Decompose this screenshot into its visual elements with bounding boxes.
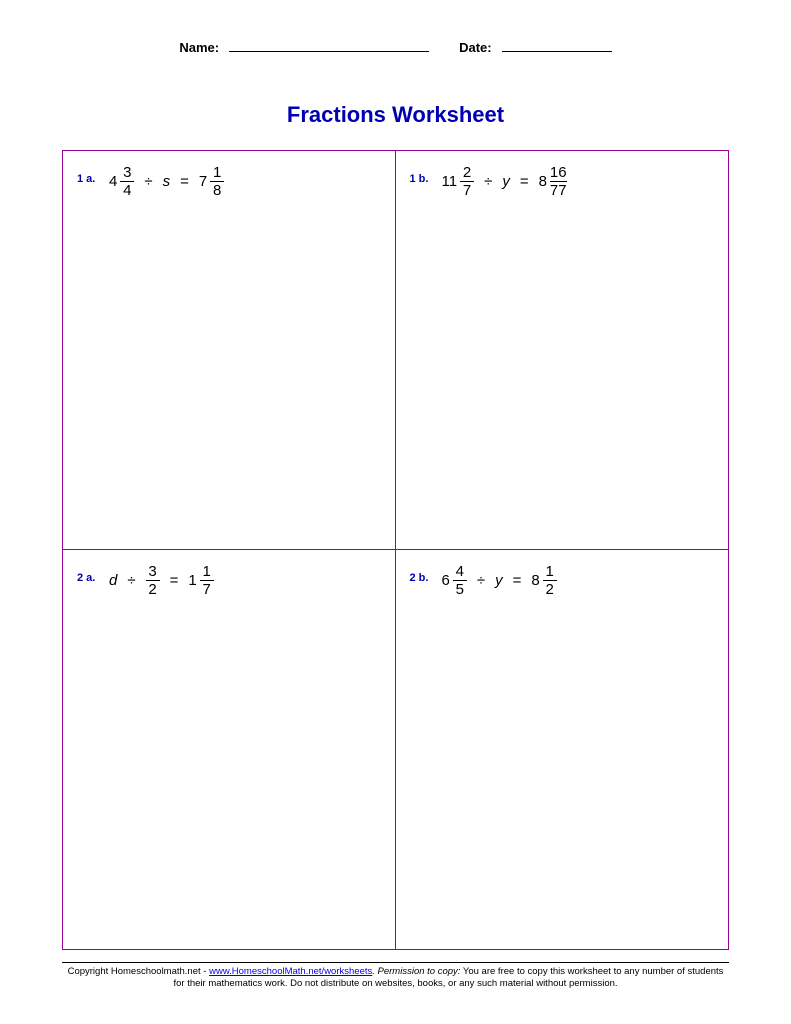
whole: 4	[109, 173, 117, 190]
divide-operator: ÷	[125, 572, 137, 589]
fraction: 2 7	[460, 165, 474, 198]
fraction: 16 77	[550, 165, 567, 198]
fraction: 1 2	[543, 564, 557, 597]
divide-operator: ÷	[475, 572, 487, 589]
divide-operator: ÷	[142, 173, 154, 190]
equation-2b: 6 4 5 ÷ y = 8 1 2	[442, 564, 557, 597]
whole: 8	[539, 173, 547, 190]
denominator: 8	[213, 182, 221, 198]
denominator: 5	[456, 581, 464, 597]
equals-operator: =	[178, 173, 191, 190]
footer-prefix: Copyright Homeschoolmath.net -	[68, 966, 210, 977]
worksheet-grid: 1 a. 4 3 4 ÷ s = 7 1	[62, 150, 729, 950]
fraction: 3 2	[146, 564, 160, 597]
fraction: 1 7	[200, 564, 214, 597]
variable: y	[502, 173, 510, 190]
whole: 8	[531, 572, 539, 589]
denominator: 77	[550, 182, 567, 198]
denominator: 2	[546, 581, 554, 597]
equation-2a: d ÷ 3 2 = 1 1 7	[109, 564, 214, 597]
fraction: 3 4	[120, 165, 134, 198]
denominator: 2	[148, 581, 156, 597]
whole: 1	[188, 572, 196, 589]
equation-1a: 4 3 4 ÷ s = 7 1 8	[109, 165, 224, 198]
numerator: 16	[550, 165, 567, 181]
grid-row: 1 a. 4 3 4 ÷ s = 7 1	[63, 151, 728, 550]
mixed-number: 7 1 8	[199, 165, 224, 198]
problem-label: 1 b.	[410, 173, 429, 185]
numerator: 1	[213, 165, 221, 181]
cell-1a: 1 a. 4 3 4 ÷ s = 7 1	[63, 151, 396, 549]
whole: 7	[199, 173, 207, 190]
mixed-number: 6 4 5	[442, 564, 467, 597]
page-title: Fractions Worksheet	[0, 102, 791, 128]
numerator: 3	[148, 564, 156, 580]
mixed-number: 1 1 7	[188, 564, 213, 597]
mixed-number: 8 1 2	[531, 564, 556, 597]
numerator: 2	[463, 165, 471, 181]
variable: y	[495, 572, 503, 589]
problem-label: 2 a.	[77, 572, 95, 584]
denominator: 7	[203, 581, 211, 597]
denominator: 4	[123, 182, 131, 198]
equals-operator: =	[168, 572, 181, 589]
mixed-number: 8 16 77	[539, 165, 567, 198]
variable: s	[163, 173, 171, 190]
name-label: Name:	[179, 40, 219, 55]
header-line: Name: Date:	[0, 40, 791, 55]
equation-1b: 11 2 7 ÷ y = 8 16 77	[442, 165, 567, 198]
numerator: 1	[203, 564, 211, 580]
numerator: 4	[456, 564, 464, 580]
fraction: 1 8	[210, 165, 224, 198]
numerator: 1	[546, 564, 554, 580]
problem-label: 2 b.	[410, 572, 429, 584]
divide-operator: ÷	[482, 173, 494, 190]
whole: 6	[442, 572, 450, 589]
equals-operator: =	[511, 572, 524, 589]
date-field[interactable]	[502, 40, 612, 52]
variable: d	[109, 572, 117, 589]
mixed-number: 4 3 4	[109, 165, 134, 198]
numerator: 3	[123, 165, 131, 181]
grid-row: 2 a. d ÷ 3 2 = 1 1 7	[63, 550, 728, 949]
whole: 11	[442, 173, 458, 190]
name-field[interactable]	[229, 40, 429, 52]
cell-1b: 1 b. 11 2 7 ÷ y = 8 16	[396, 151, 729, 549]
fraction: 4 5	[453, 564, 467, 597]
denominator: 7	[463, 182, 471, 198]
problem-label: 1 a.	[77, 173, 95, 185]
footer-link[interactable]: www.HomeschoolMath.net/worksheets	[209, 966, 372, 977]
date-label: Date:	[459, 40, 492, 55]
footer-italic: . Permission to copy:	[372, 966, 460, 977]
equals-operator: =	[518, 173, 531, 190]
cell-2a: 2 a. d ÷ 3 2 = 1 1 7	[63, 550, 396, 949]
footer: Copyright Homeschoolmath.net - www.Homes…	[62, 962, 729, 991]
cell-2b: 2 b. 6 4 5 ÷ y = 8 1	[396, 550, 729, 949]
mixed-number: 11 2 7	[442, 165, 475, 198]
